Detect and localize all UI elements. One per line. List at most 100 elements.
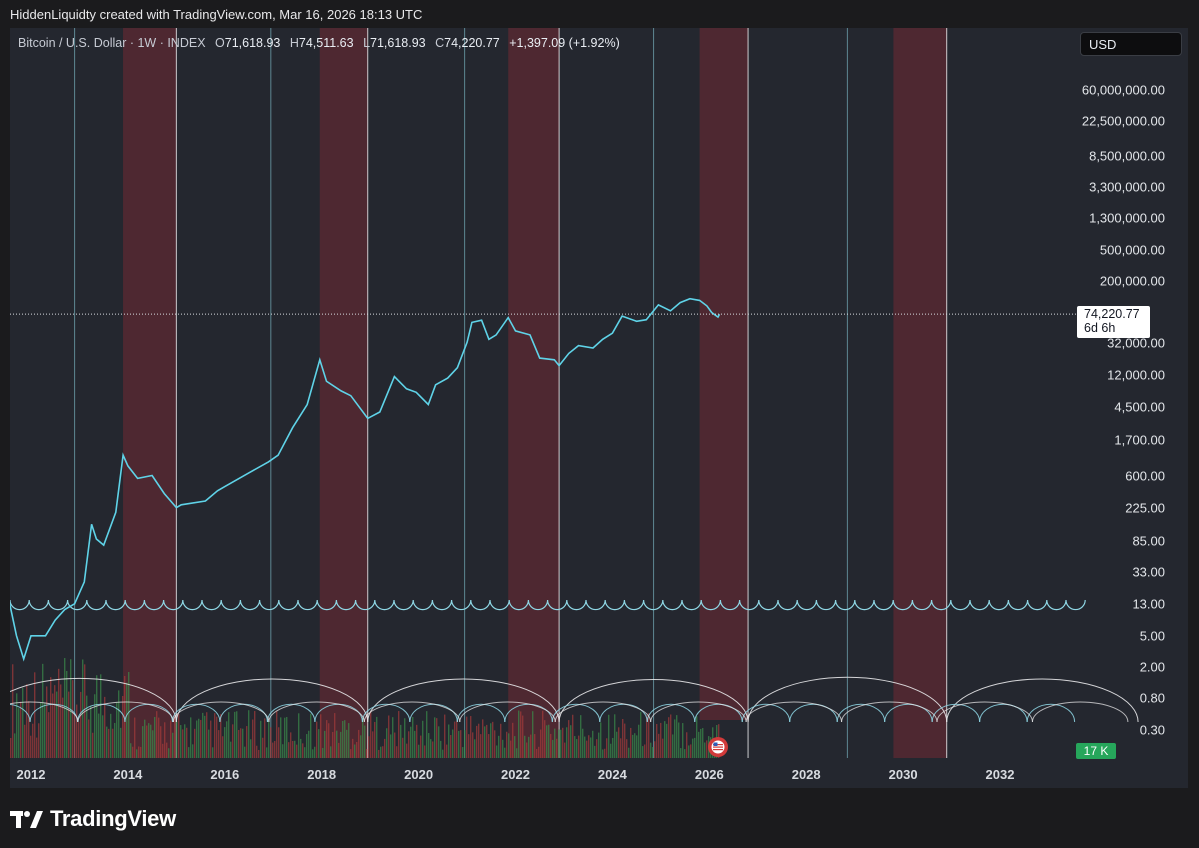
volume-bar	[646, 715, 648, 758]
volume-bar	[256, 745, 258, 758]
close-value: 74,220.77	[444, 36, 500, 50]
volume-bar	[524, 735, 526, 758]
volume-bar	[82, 659, 84, 758]
volume-bar	[104, 696, 106, 758]
volume-bar	[326, 720, 328, 758]
volume-bar	[206, 712, 208, 758]
medium-cycle-arc	[789, 703, 838, 723]
volume-bar	[274, 740, 276, 758]
volume-bar	[454, 721, 456, 758]
bar-countdown: 6d 6h	[1084, 321, 1116, 335]
currency-button[interactable]: USD	[1080, 32, 1182, 56]
medium-cycle-arc	[1026, 703, 1076, 723]
y-axis-tick: 1,300,000.00	[1089, 210, 1165, 226]
volume-bar	[706, 740, 708, 758]
volume-bar	[650, 742, 652, 758]
volume-bar	[360, 735, 362, 758]
y-axis-tick: 33.00	[1132, 564, 1165, 580]
volume-bar	[476, 725, 478, 758]
volume-bar	[308, 730, 310, 758]
half-cycle-arc	[554, 701, 652, 723]
x-axis-tick: 2012	[16, 767, 46, 782]
low-label: L	[363, 36, 371, 50]
volume-bar	[572, 714, 574, 758]
small-cycle-arcs	[10, 599, 1086, 611]
medium-cycle-arc	[979, 703, 1028, 723]
volume-bar	[698, 731, 700, 758]
volume-bar	[368, 736, 370, 758]
volume-bar	[406, 743, 408, 758]
y-axis-tick: 85.00	[1132, 533, 1165, 549]
close-label: C	[435, 36, 445, 50]
volume-bar	[392, 717, 394, 758]
volume-bar	[140, 746, 142, 758]
volume-bar	[624, 723, 626, 758]
volume-bar	[154, 716, 156, 758]
volume-bar	[30, 735, 32, 758]
y-axis-tick: 2.00	[1139, 659, 1165, 675]
volume-bar	[222, 736, 224, 758]
volume-bar	[182, 729, 184, 758]
volume-bar	[26, 684, 28, 758]
volume-bar	[216, 716, 218, 758]
volume-bar	[486, 724, 488, 758]
volume-bar	[204, 715, 206, 758]
x-axis-tick: 2022	[501, 767, 530, 782]
volume-bar	[286, 717, 288, 758]
x-axis-tick: 2020	[404, 767, 434, 782]
volume-bar	[690, 744, 692, 758]
volume-bar	[546, 725, 548, 758]
volume-bar	[210, 720, 212, 758]
volume-bar	[488, 734, 490, 758]
volume-bar	[478, 723, 480, 758]
volume-bar	[118, 690, 120, 758]
volume-bar	[516, 748, 518, 758]
volume-bar	[132, 746, 134, 758]
medium-cycle-arc	[219, 703, 268, 723]
volume-bar	[128, 671, 130, 758]
volume-bar	[536, 748, 538, 758]
y-axis-tick: 13.00	[1132, 596, 1165, 612]
volume-bar	[680, 748, 682, 758]
volume-bar	[362, 717, 364, 758]
volume-bar	[398, 711, 400, 758]
volume-bar	[18, 708, 20, 758]
volume-bar	[400, 724, 402, 758]
volume-bar	[556, 738, 558, 758]
volume-bar	[260, 720, 262, 758]
volume-bar	[584, 736, 586, 758]
volume-bar	[124, 675, 126, 758]
volume-bar	[56, 691, 58, 758]
volume-bar	[404, 718, 406, 758]
large-cycle-arc	[10, 677, 177, 723]
volume-bar	[146, 725, 148, 758]
volume-bar	[160, 726, 162, 758]
volume-bar	[238, 729, 240, 758]
chart-area[interactable]	[10, 28, 1188, 788]
price-series-line	[10, 297, 721, 662]
volume-bar	[622, 719, 624, 758]
volume-bar	[452, 729, 454, 758]
volume-bar	[158, 717, 160, 758]
volume-bar	[608, 714, 610, 758]
half-cycle-arc	[841, 701, 938, 723]
volume-bar	[320, 714, 322, 758]
volume-bar	[298, 713, 300, 758]
tradingview-logo-icon	[10, 811, 43, 828]
volume-bar	[280, 717, 282, 758]
volume-bar	[262, 737, 264, 758]
volume-bar	[422, 720, 424, 758]
volume-bar	[374, 721, 376, 758]
volume-bar	[328, 723, 330, 758]
volume-bar	[130, 743, 132, 758]
volume-bar	[638, 724, 640, 758]
volume-bar	[252, 719, 254, 758]
us-flag-event-icon[interactable]	[708, 737, 728, 757]
volume-bar	[640, 711, 642, 758]
volume-bar	[510, 740, 512, 758]
volume-bar	[208, 729, 210, 758]
volume-bar	[462, 747, 464, 758]
volume-bar	[170, 720, 172, 758]
volume-bar	[278, 727, 280, 758]
symbol-title[interactable]: Bitcoin / U.S. Dollar · 1W · INDEX	[18, 36, 206, 50]
